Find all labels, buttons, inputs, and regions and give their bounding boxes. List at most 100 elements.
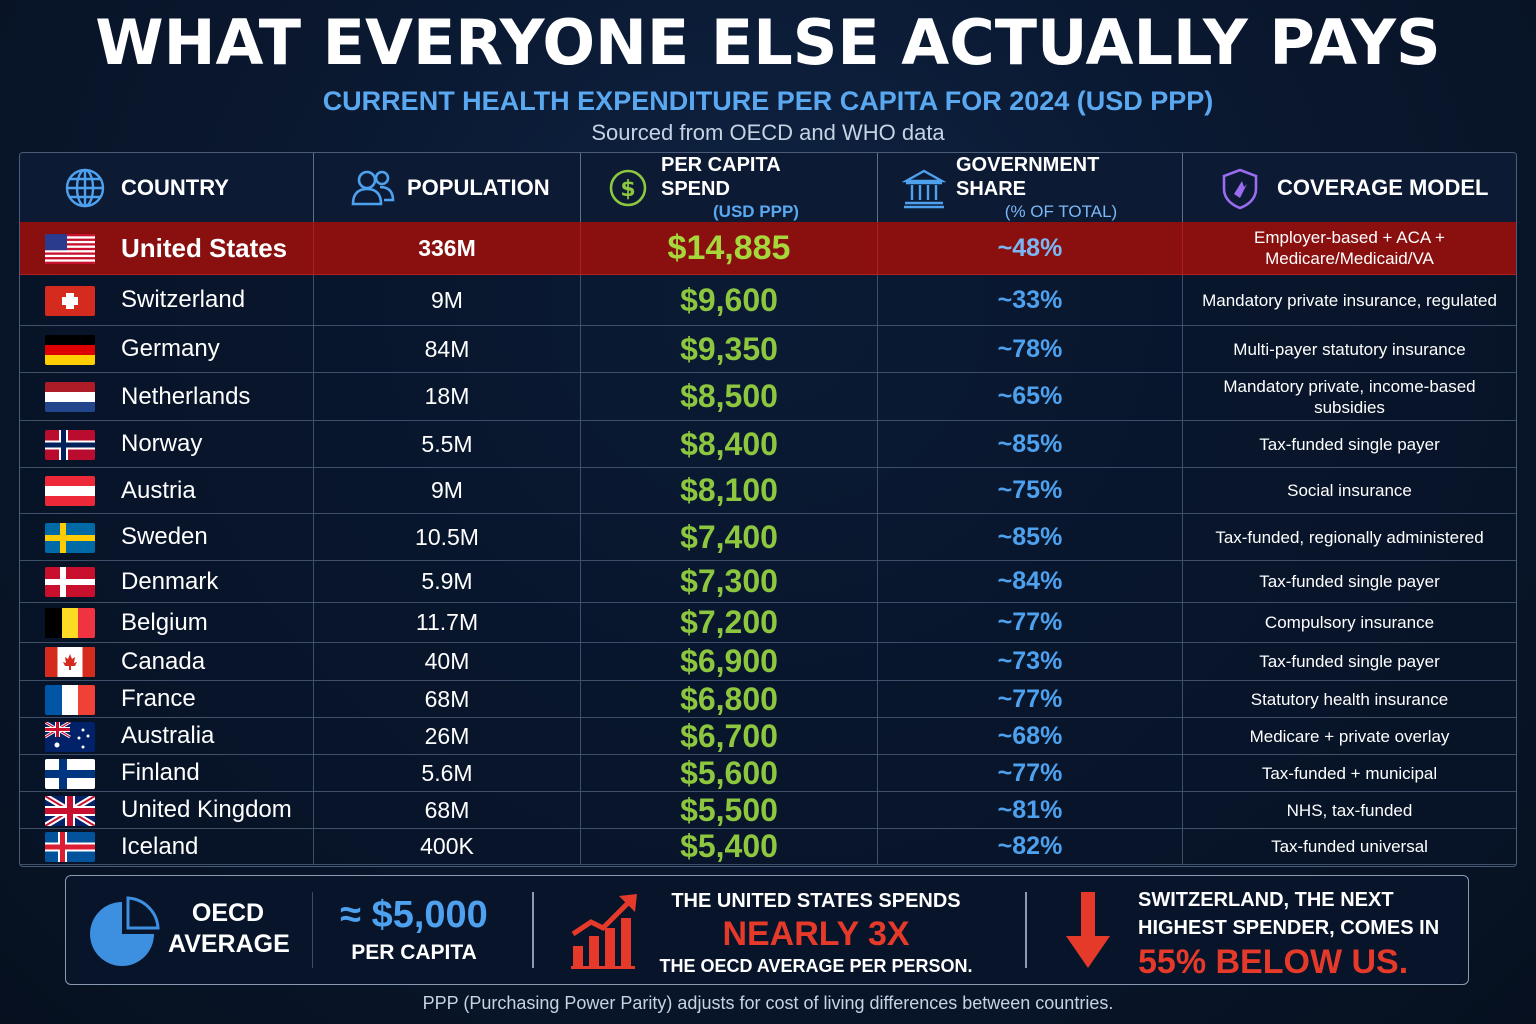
table-row: Switzerland 9M $9,600 ~33% Mandatory private… <box>20 275 1516 326</box>
country-name: Iceland <box>121 832 199 860</box>
cell-population: 5.9M <box>314 561 581 602</box>
population-value: 40M <box>424 648 470 674</box>
ppp-footnote: PPP (Purchasing Power Parity) adjusts fo… <box>422 993 1114 1013</box>
cell-gov-share: ~82% <box>878 829 1183 864</box>
flag-icon-ca <box>45 647 95 677</box>
summary-panel: OECD AVERAGE ≈ $5,000 PER CAPITA THE UNI… <box>65 875 1469 985</box>
spend-value: $6,800 <box>680 680 778 717</box>
coverage-model-value: Mandatory private insurance, regulated <box>1202 290 1497 310</box>
cell-population: 10.5M <box>314 514 581 560</box>
country-name: Denmark <box>121 567 219 595</box>
spend-value: $7,400 <box>680 518 778 555</box>
cell-country: Denmark <box>20 561 314 602</box>
cell-population: 400K <box>314 829 581 864</box>
cell-country: Austria <box>20 468 314 513</box>
cell-population: 68M <box>314 792 581 828</box>
header-country-label: COUNTRY <box>121 174 229 200</box>
cell-gov-share: ~85% <box>878 421 1183 467</box>
cell-coverage-model: Tax-funded single payer <box>1183 643 1516 680</box>
cell-spend: $14,885 <box>581 222 878 274</box>
population-value: 336M <box>418 234 476 261</box>
gov-share-value: ~65% <box>997 382 1063 410</box>
spend-value: $6,700 <box>680 717 778 754</box>
coverage-model-value: Tax-funded + municipal <box>1261 763 1438 783</box>
header-population-label: POPULATION <box>407 174 550 200</box>
table-row: Netherlands 18M $8,500 ~65% Mandatory privat… <box>20 373 1516 421</box>
swiss-big: 55% BELOW US. <box>1138 943 1409 981</box>
cell-gov-share: ~78% <box>878 326 1183 372</box>
table-row: Austria 9M $8,100 ~75% Social insurance <box>20 468 1516 514</box>
cell-gov-share: ~77% <box>878 681 1183 717</box>
table-row: Iceland 400K $5,400 ~82% Tax-funded universa… <box>20 828 1516 865</box>
coverage-model-value: Tax-funded universal <box>1271 837 1428 856</box>
table-row: Belgium 11.7M $7,200 ~77% Compulsory insuran… <box>20 603 1516 643</box>
country-name: France <box>121 685 196 712</box>
cell-spend: $7,300 <box>581 561 878 602</box>
oecd-label-2: AVERAGE <box>168 930 290 958</box>
population-value: 9M <box>431 286 463 313</box>
flag-icon-au <box>45 721 95 752</box>
header-country: COUNTRY <box>20 153 314 222</box>
cell-coverage-model: Compulsory insurance <box>1183 603 1516 642</box>
flag-icon-no <box>45 429 95 460</box>
population-value: 11.7M <box>415 609 479 635</box>
cell-gov-share: ~85% <box>878 514 1183 560</box>
cell-country: Switzerland <box>20 275 314 325</box>
spend-value: $14,885 <box>667 228 791 267</box>
flag-icon-ch <box>45 285 95 316</box>
cell-gov-share: ~75% <box>878 468 1183 513</box>
spend-value: $9,600 <box>680 281 778 318</box>
coverage-model-value: Tax-funded, regionally administered <box>1215 527 1484 547</box>
cell-coverage-model: Tax-funded + municipal <box>1183 755 1516 791</box>
population-value: 5.6M <box>421 759 473 786</box>
gov-share-value: ~77% <box>997 608 1063 636</box>
cell-spend: $5,500 <box>581 792 878 828</box>
table-row: Denmark 5.9M $7,300 ~84% Tax-funded single p… <box>20 561 1516 603</box>
gov-share-value: ~78% <box>997 334 1063 363</box>
population-value: 10.5M <box>415 523 479 550</box>
table-row: Germany 84M $9,350 ~78% Multi-payer statutor… <box>20 326 1516 373</box>
coverage-model-value: Tax-funded single payer <box>1259 572 1440 591</box>
gov-share-value: ~33% <box>997 285 1063 314</box>
flag-icon-at <box>45 476 95 506</box>
cell-population: 9M <box>314 275 581 325</box>
population-value: 18M <box>424 383 470 409</box>
spend-value: $5,400 <box>680 828 778 864</box>
coverage-model-value: Multi-payer statutory insurance <box>1233 339 1466 359</box>
cell-population: 336M <box>314 222 581 274</box>
coverage-model-value: Social insurance <box>1287 481 1412 500</box>
gov-share-value: ~85% <box>997 522 1063 551</box>
flag-icon-is <box>45 832 95 862</box>
flag-icon-fr <box>45 684 95 715</box>
cell-spend: $8,400 <box>581 421 878 467</box>
dollar-icon: $ <box>608 168 648 213</box>
cell-country: Sweden <box>20 514 314 560</box>
header-gov: GOVERNMENT SHARE (% OF TOTAL) <box>878 153 1183 222</box>
spend-value: $7,300 <box>680 563 778 599</box>
population-value: 68M <box>424 796 470 823</box>
cell-spend: $6,700 <box>581 718 878 754</box>
coverage-model-value: Mandatory private, income-based subsidie… <box>1223 376 1476 417</box>
table-row: Sweden 10.5M $7,400 ~85% Tax-funded, regiona… <box>20 514 1516 561</box>
cell-coverage-model: Tax-funded universal <box>1183 829 1516 864</box>
cell-spend: $7,400 <box>581 514 878 560</box>
cell-population: 68M <box>314 681 581 717</box>
cell-spend: $5,600 <box>581 755 878 791</box>
flag-icon-be <box>45 608 95 638</box>
globe-icon <box>64 167 106 214</box>
table-header: COUNTRY POPULATION $ PER CAPITA SPEND (U… <box>20 153 1516 223</box>
population-value: 400K <box>420 833 474 859</box>
coverage-model-value: Tax-funded single payer <box>1259 652 1440 671</box>
spend-value: $5,500 <box>680 791 778 828</box>
cell-country: United States <box>20 222 314 274</box>
spend-value: $8,500 <box>680 378 778 414</box>
compare-line-2: THE OECD AVERAGE PER PERSON. <box>659 956 973 976</box>
page-subtitle: CURRENT HEALTH EXPENDITURE PER CAPITA FO… <box>322 86 1214 116</box>
cell-country: Netherlands <box>20 373 314 420</box>
cell-country: Australia <box>20 718 314 754</box>
spend-value: $9,350 <box>680 330 778 367</box>
country-name: Switzerland <box>121 286 246 313</box>
population-value: 5.9M <box>421 568 473 594</box>
cell-gov-share: ~68% <box>878 718 1183 754</box>
flag-icon-us <box>45 233 95 264</box>
